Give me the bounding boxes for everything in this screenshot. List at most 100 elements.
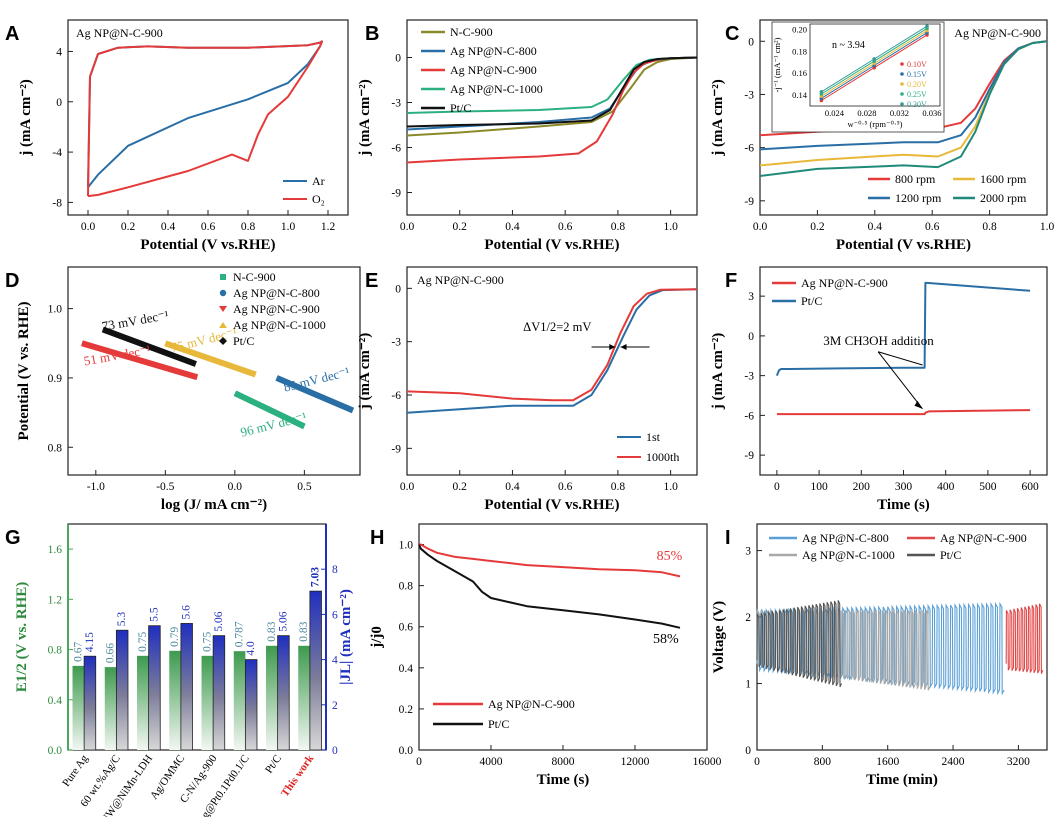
y-axis-label: E1/2 (V vs. RHE) — [14, 582, 30, 693]
y-tick-label: 0.4 — [399, 663, 414, 675]
y-tick-label: -3 — [744, 371, 754, 383]
x-tick-label: 800 — [814, 756, 832, 768]
x-tick-label: 0.6 — [558, 481, 573, 493]
annotation-arrow — [877, 351, 923, 410]
series-line-2000-rpm — [759, 40, 1048, 177]
legend-label: 1000th — [646, 450, 679, 464]
legend-label: Ag NP@N-C-1000 — [233, 318, 326, 332]
legend-label: 1200 rpm — [895, 191, 942, 205]
x-tick-label: 0 — [416, 756, 422, 768]
bar-jl — [148, 625, 161, 751]
x-tick-label: 3200 — [1007, 756, 1030, 768]
x-tick-label: 1.2 — [321, 221, 336, 233]
bar-value-label: 5.6 — [181, 605, 193, 620]
x-axis-label: Time (min) — [866, 772, 938, 788]
x-axis-label: log (J/ mA cm⁻²) — [161, 497, 267, 513]
x-axis-label: Time (s) — [537, 772, 590, 788]
panel-label: H — [370, 527, 384, 549]
x-axis-label: Potential (V vs.RHE) — [484, 497, 619, 513]
tafel-slope-label: 85 mV dec⁻¹ — [282, 364, 351, 395]
legend-label: 1600 rpm — [980, 172, 1027, 186]
panel-g: G 0.0 0.4 0.8 1.2 1.6 0 2 4 6 8 E1/2 (V vs. RHE) |JL… — [5, 523, 354, 817]
legend-label: Ar — [312, 174, 325, 188]
y-tick-label: -3 — [391, 337, 401, 349]
bar-jl — [244, 659, 258, 751]
y-axis-label: j/j0 — [369, 626, 385, 649]
bar-jl — [212, 635, 226, 751]
inset-legend-marker — [900, 62, 904, 66]
legend-label: Ag NP@N-C-800 — [802, 531, 889, 545]
bar-value-label: 0.83 — [298, 621, 310, 641]
y-tick-label: 0.6 — [399, 622, 414, 634]
panel-i: I 0 800 1600 2400 3200 0 1 2 3 Time (min) Voltage (… — [711, 523, 1048, 788]
series-line-pt-c — [406, 56, 698, 128]
arrow-head — [620, 344, 627, 350]
series-line-1000th — [406, 288, 698, 402]
retention-label: 58% — [653, 632, 679, 647]
x-tick-label: 0 — [774, 481, 780, 493]
y-tick-label: 0 — [56, 97, 62, 109]
x-tick-label: 1.0 — [663, 481, 678, 493]
series-line-ag-np-n-c-900 — [419, 543, 681, 578]
x-tick-label: 8000 — [552, 756, 575, 768]
delta-annotation: ΔV1/2=2 mV — [523, 320, 591, 334]
y-right-axis-label: |JL| (mA cm⁻²) — [338, 589, 354, 685]
legend-label: Ag NP@N-C-800 — [450, 44, 537, 58]
x-tick-label: 0.4 — [505, 221, 520, 233]
y-axis-label: j (mA cm⁻²) — [18, 79, 34, 157]
bar-value-label: 5.06 — [213, 611, 225, 631]
series-line-n-c-900 — [406, 56, 698, 137]
inset-x-tick-label: 0.036 — [922, 108, 941, 118]
inset-x-tick-label: 0.032 — [890, 108, 909, 118]
bar-value-label: 0.75 — [137, 631, 149, 651]
x-tick-label: 0.4 — [505, 481, 520, 493]
tafel-slope-label: 75 mV dec⁻¹ — [169, 324, 238, 355]
bar-jl — [277, 635, 290, 751]
legend-label: N-C-900 — [450, 25, 493, 39]
x-tick-label: 0 — [754, 756, 760, 768]
y-tick-label: 0 — [745, 745, 751, 757]
panel-label: C — [725, 23, 739, 45]
y-tick-label: 0 — [395, 283, 401, 295]
legend-label: 800 rpm — [895, 172, 936, 186]
y-tick-label: 1.0 — [399, 540, 414, 552]
y-tick-label: -3 — [744, 89, 754, 101]
inset-y-tick-label: 0.16 — [792, 68, 807, 78]
arrow-head — [609, 344, 616, 350]
series-line-ag-np-n-c-900 — [81, 340, 199, 381]
x-tick-label: 0.2 — [453, 481, 468, 493]
x-tick-label: 0.0 — [400, 221, 415, 233]
inset-plot: 0.024 0.028 0.032 0.036 0.14 0.16 0.18 0.20 w⁻⁰·… — [771, 21, 945, 133]
inset-legend-label: 0.15V — [907, 70, 927, 79]
bar-value-label: 0.79 — [169, 626, 181, 646]
x-tick-label: 500 — [979, 481, 997, 493]
x-tick-label: 0.5 — [297, 481, 312, 493]
x-tick-label: 0.8 — [611, 221, 626, 233]
inset-legend-marker — [900, 102, 904, 106]
tafel-slope-label: 73 mV dec⁻¹ — [101, 307, 170, 334]
panel-label: B — [365, 23, 379, 45]
y-tick-label: 0.0 — [399, 745, 414, 757]
bar-value-label: 7.03 — [310, 567, 322, 587]
x-tick-label: -0.5 — [156, 481, 174, 493]
inset-y-tick-label: 0.14 — [792, 90, 808, 100]
bar-jl — [309, 590, 322, 751]
panel-annotation: Ag NP@N-C-900 — [954, 26, 1041, 40]
legend-label: Pt/C — [233, 334, 254, 348]
bar-value-label: 0.67 — [72, 642, 84, 662]
panel-a: A 0.0 0.2 0.4 0.6 0.8 1.0 1.2 -8 -4 0 4 Potential (V… — [5, 19, 349, 253]
x-axis-label: Potential (V vs.RHE) — [140, 237, 275, 253]
inset-y-label: -j⁻¹ (mA⁻¹ cm²) — [772, 37, 782, 92]
y-tick-label: -6 — [391, 390, 401, 402]
legend-label: 2000 rpm — [980, 191, 1027, 205]
legend-label: O₂ — [312, 192, 325, 206]
x-tick-label: 0.6 — [201, 221, 216, 233]
x-tick-label: 600 — [1021, 481, 1039, 493]
series-line-ag-np-n-c-900 — [776, 409, 1031, 416]
y-tick-label: 0.8 — [48, 442, 63, 454]
x-tick-label: 0.4 — [161, 221, 176, 233]
plot-frame — [406, 19, 698, 216]
series-line-o- — [87, 40, 323, 198]
x-tick-label: 0.6 — [558, 221, 573, 233]
legend-label: Ag NP@N-C-1000 — [450, 82, 543, 96]
